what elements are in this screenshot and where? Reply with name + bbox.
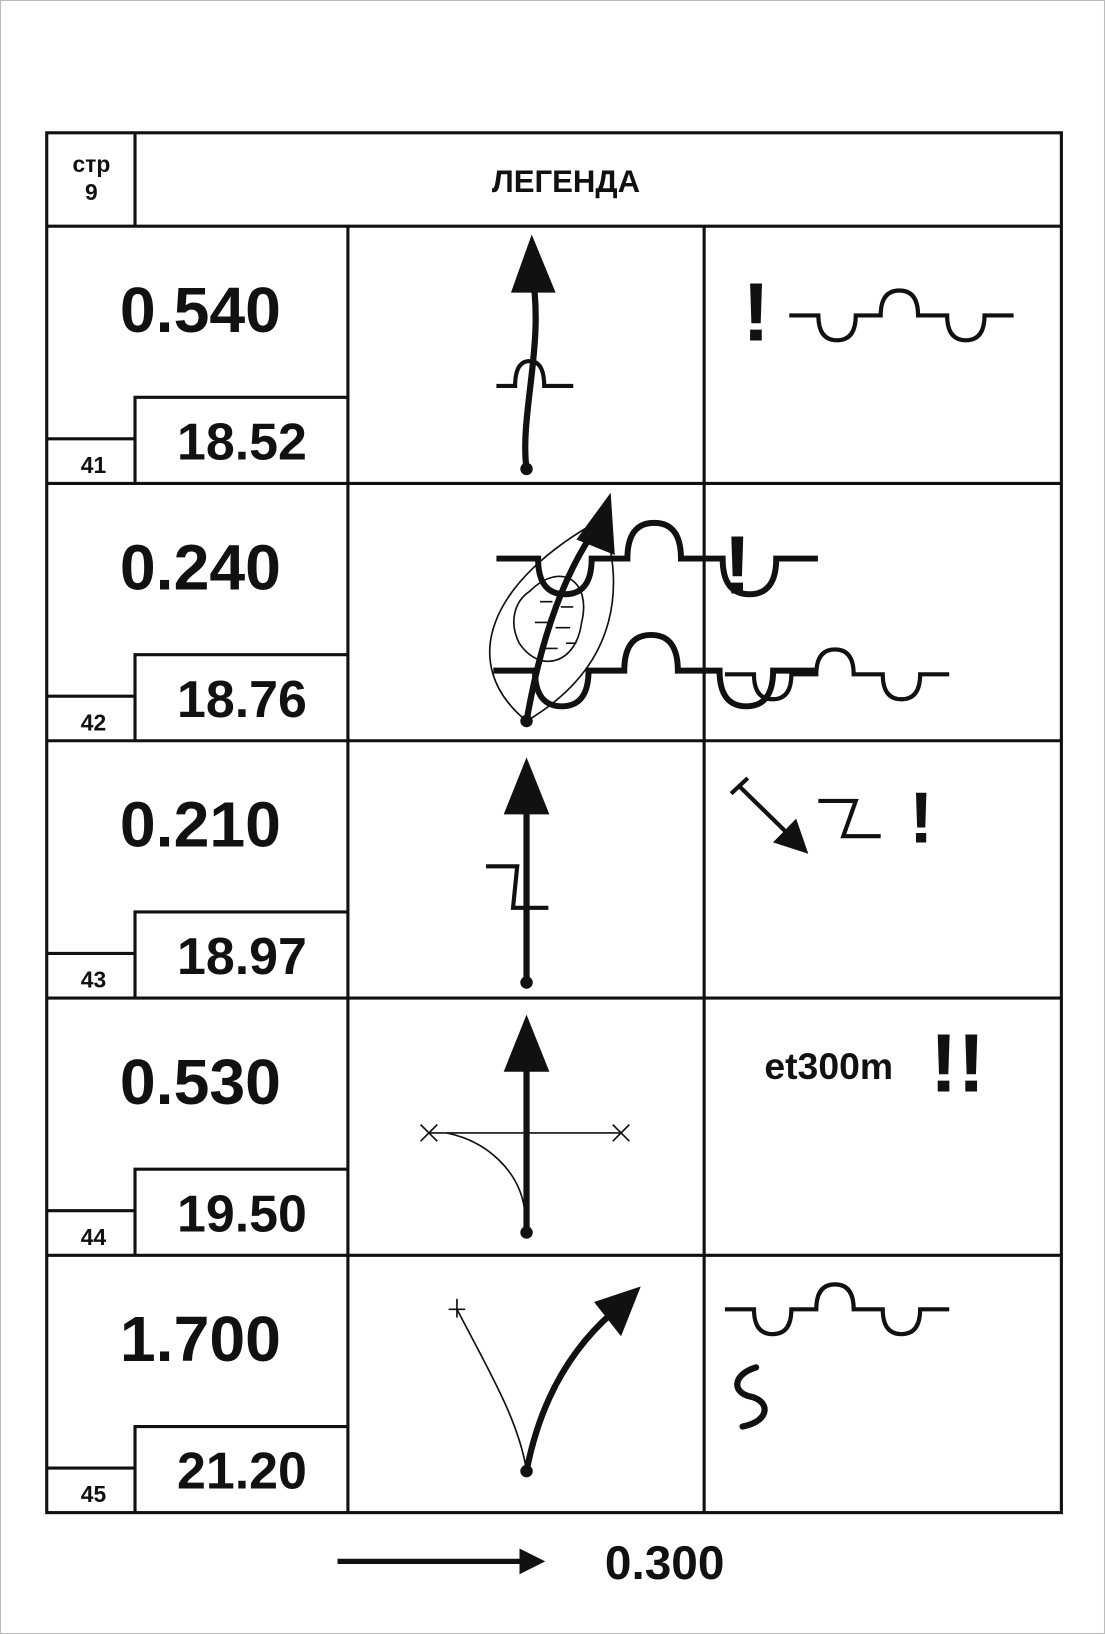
page: Roadbook legend {"header": {"page_label"… [0, 0, 1105, 1634]
row-3-diagram [486, 757, 549, 988]
next-distance: 0.300 [605, 1537, 725, 1590]
note: et300m [764, 1045, 893, 1087]
distance: 0.240 [120, 531, 281, 603]
distance: 0.210 [120, 789, 281, 861]
total: 18.52 [177, 413, 307, 471]
waypoint-number: 41 [81, 452, 107, 478]
waypoint-number: 42 [81, 709, 106, 735]
note: ! [724, 518, 752, 611]
distance: 0.530 [120, 1046, 281, 1118]
waypoint-number: 43 [81, 967, 106, 993]
note: ! [742, 265, 770, 358]
page-number: 9 [85, 179, 98, 205]
note: !! [930, 1016, 985, 1109]
row-1-bumps [789, 290, 1013, 340]
row-5-diagram [449, 1286, 641, 1477]
row-5-symbols [725, 1284, 949, 1426]
row-2-diagram [490, 493, 615, 727]
body: стр 9 ЛЕГЕНДА [0, 0, 1105, 1634]
total: 19.50 [177, 1184, 307, 1242]
page-label: стр [72, 151, 110, 177]
roadbook-page: стр 9 ЛЕГЕНДА [0, 0, 1105, 1634]
header-title: ЛЕГЕНДА [492, 164, 640, 199]
distance: 1.700 [120, 1303, 281, 1375]
waypoint-number: 44 [81, 1224, 107, 1250]
distance: 0.540 [120, 274, 281, 346]
total: 21.20 [177, 1442, 307, 1500]
row-4-diagram [421, 1015, 630, 1239]
waypoint-number: 45 [81, 1481, 107, 1507]
total: 18.76 [177, 670, 307, 728]
row-3-symbols [731, 778, 881, 836]
row-2-bumps [725, 649, 949, 699]
note: ! [909, 777, 933, 858]
total: 18.97 [177, 927, 307, 985]
